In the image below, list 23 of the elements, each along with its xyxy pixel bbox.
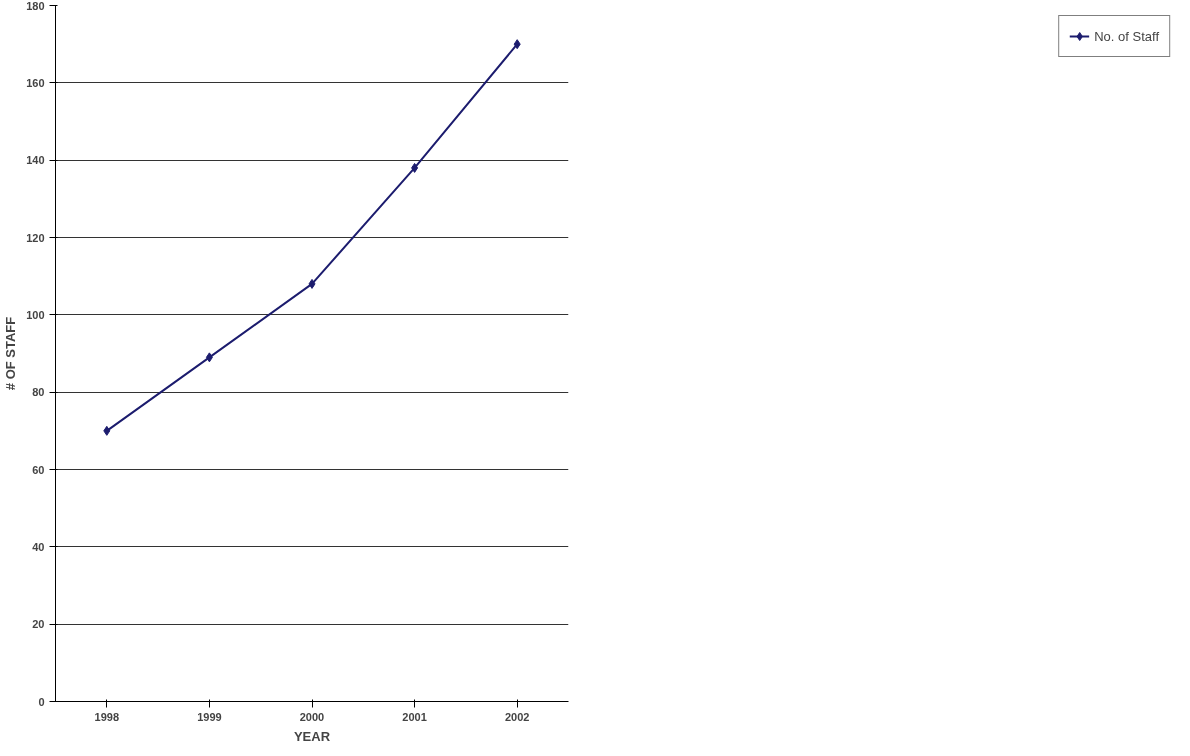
y-tick-label: 180 xyxy=(26,0,45,12)
x-tick-label: 2001 xyxy=(402,710,427,723)
legend-label: No. of Staff xyxy=(1094,28,1159,44)
x-axis-title: YEAR xyxy=(293,728,331,744)
point xyxy=(513,39,521,50)
point xyxy=(205,352,213,363)
y-tick-label: 60 xyxy=(32,463,45,476)
x-tick-label: 1998 xyxy=(94,710,120,723)
y-tick-label: 40 xyxy=(32,540,45,553)
y-tick-label: 20 xyxy=(32,618,45,631)
x-tick-label: 2002 xyxy=(504,710,530,723)
y-tick-label: 140 xyxy=(26,154,45,167)
y-tick-label: 160 xyxy=(26,76,45,89)
x-tick-label: 1999 xyxy=(197,710,222,723)
point xyxy=(103,425,111,436)
y-tick-label: 80 xyxy=(32,386,45,399)
y-tick-label: 100 xyxy=(26,308,45,321)
point xyxy=(411,162,419,173)
y-tick-label: 120 xyxy=(26,231,45,244)
y-tick-label: 0 xyxy=(38,695,45,708)
y-axis-title: # OF STAFF xyxy=(3,316,19,391)
point xyxy=(308,278,316,289)
x-tick-label: 2000 xyxy=(299,710,325,723)
